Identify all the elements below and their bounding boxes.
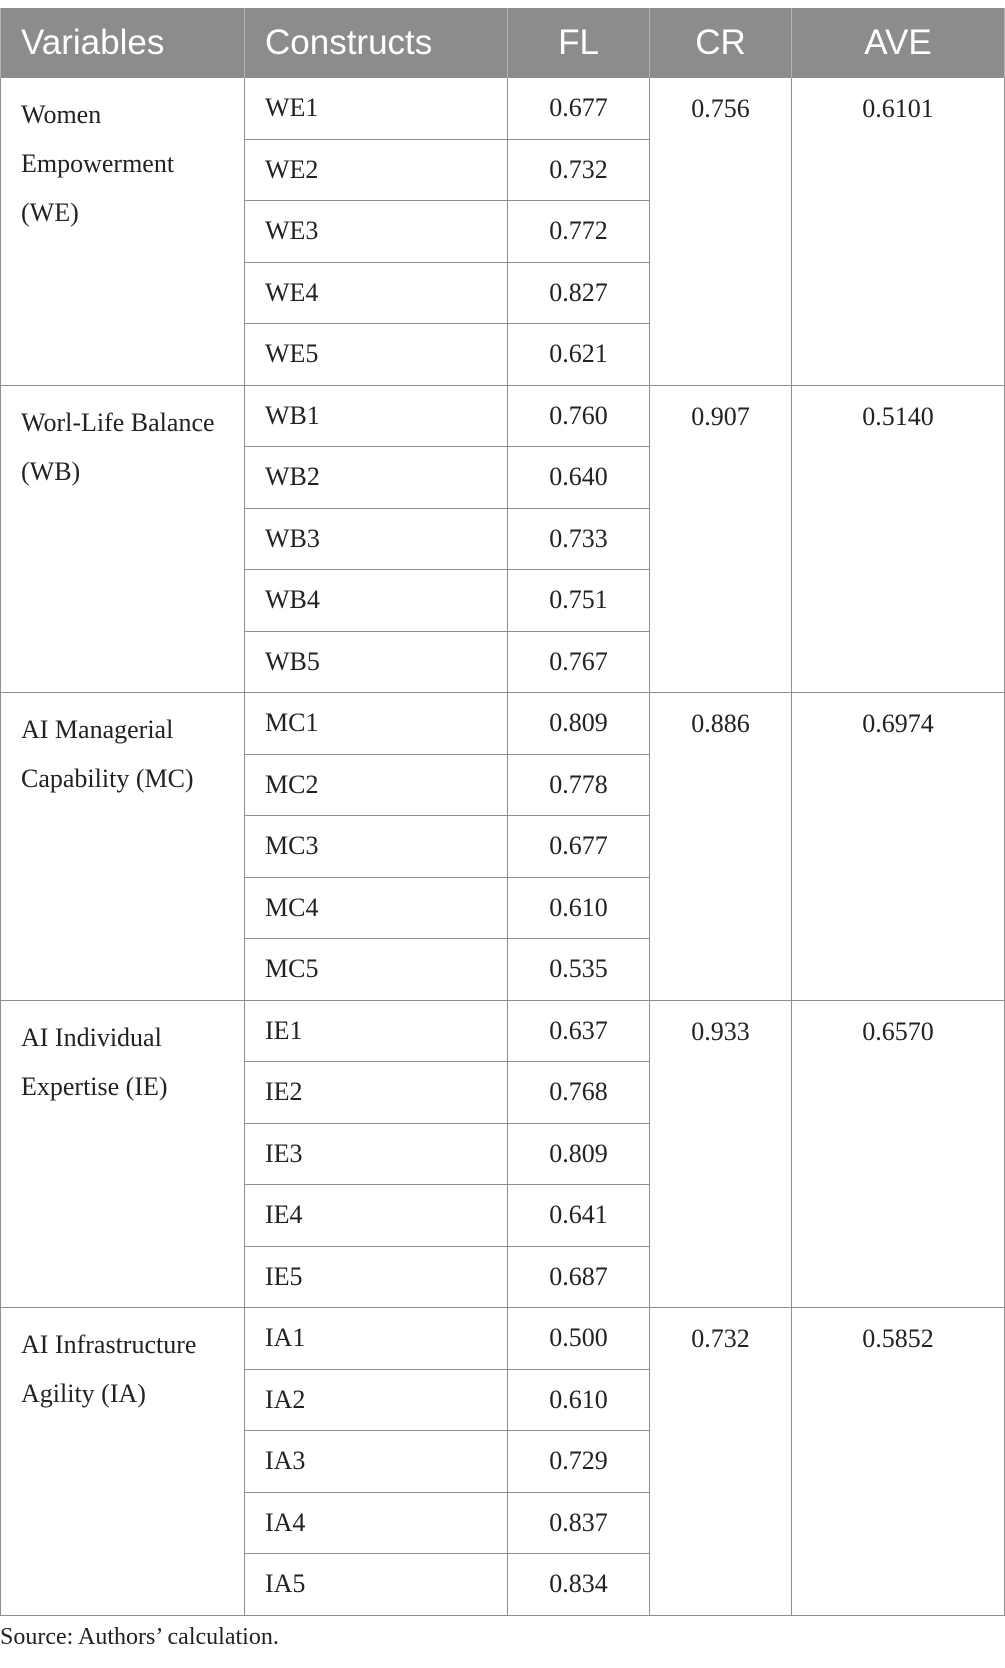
table-row: WB3 0.733 bbox=[1, 507, 1005, 570]
cr-cell: 0.907 bbox=[649, 384, 792, 693]
construct-cell: WB3 bbox=[244, 507, 508, 570]
construct-cell: MC2 bbox=[244, 753, 508, 816]
table-row: IA4 0.837 bbox=[1, 1491, 1005, 1554]
fl-cell: 0.772 bbox=[507, 200, 650, 263]
fl-cell: 0.677 bbox=[507, 77, 650, 140]
construct-cell: MC1 bbox=[244, 692, 508, 755]
header-variables: Variables bbox=[0, 8, 245, 78]
construct-cell: IE3 bbox=[244, 1122, 508, 1185]
header-cr: CR bbox=[649, 8, 792, 78]
fl-cell: 0.535 bbox=[507, 938, 650, 1001]
table-body: Women Empowerment (WE) WE1 0.677 0.756 0.610… bbox=[0, 77, 1005, 1616]
fl-cell: 0.621 bbox=[507, 323, 650, 386]
table-row: WE2 0.732 bbox=[1, 138, 1005, 201]
table-row: WB4 0.751 bbox=[1, 569, 1005, 632]
table-row: AI Individual Expertise (IE) IE1 0.637 0.93… bbox=[0, 999, 1005, 1308]
table-row: AI Managerial Capability (MC) MC1 0.809 0.8… bbox=[0, 692, 1005, 1001]
fl-cell: 0.809 bbox=[507, 692, 650, 755]
construct-cell: IE1 bbox=[244, 999, 508, 1062]
fl-cell: 0.732 bbox=[507, 138, 650, 201]
data-table: Variables Constructs FL CR AVE Women Emp… bbox=[0, 8, 1005, 1616]
table-row: IA3 0.729 bbox=[1, 1430, 1005, 1493]
table-row: IE3 0.809 bbox=[1, 1122, 1005, 1185]
construct-cell: IA4 bbox=[244, 1491, 508, 1554]
table-row: IA2 0.610 bbox=[1, 1368, 1005, 1431]
table-row: WB5 0.767 bbox=[1, 630, 1005, 693]
table-row: IE5 0.687 bbox=[1, 1245, 1005, 1308]
table-row: Worl-Life Balance (WB) WB1 0.760 0.907 0.514… bbox=[0, 384, 1005, 693]
variable-cell: AI Infrastructure Agility (IA) bbox=[0, 1307, 245, 1616]
fl-cell: 0.767 bbox=[507, 630, 650, 693]
variable-cell: Worl-Life Balance (WB) bbox=[0, 384, 245, 693]
fl-cell: 0.733 bbox=[507, 507, 650, 570]
variable-cell: AI Individual Expertise (IE) bbox=[0, 999, 245, 1308]
fl-cell: 0.610 bbox=[507, 876, 650, 939]
table-row: IE2 0.768 bbox=[1, 1061, 1005, 1124]
fl-cell: 0.837 bbox=[507, 1491, 650, 1554]
ave-cell: 0.6974 bbox=[791, 692, 1005, 1001]
construct-cell: IE4 bbox=[244, 1184, 508, 1247]
construct-cell: WE1 bbox=[244, 77, 508, 140]
table-row: Women Empowerment (WE) WE1 0.677 0.756 0.610… bbox=[0, 77, 1005, 386]
header-fl: FL bbox=[507, 8, 650, 78]
construct-cell: WE4 bbox=[244, 261, 508, 324]
construct-cell: MC3 bbox=[244, 815, 508, 878]
fl-cell: 0.729 bbox=[507, 1430, 650, 1493]
header-constructs: Constructs bbox=[244, 8, 508, 78]
variable-cell: Women Empowerment (WE) bbox=[0, 77, 245, 386]
construct-cell: WB5 bbox=[244, 630, 508, 693]
construct-cell: IA5 bbox=[244, 1553, 508, 1616]
construct-cell: WB1 bbox=[244, 384, 508, 447]
construct-cell: WB4 bbox=[244, 569, 508, 632]
table-row: WB2 0.640 bbox=[1, 446, 1005, 509]
construct-cell: IA3 bbox=[244, 1430, 508, 1493]
construct-cell: WE3 bbox=[244, 200, 508, 263]
construct-cell: IA1 bbox=[244, 1307, 508, 1370]
fl-cell: 0.834 bbox=[507, 1553, 650, 1616]
construct-cell: WE2 bbox=[244, 138, 508, 201]
table-row: MC2 0.778 bbox=[1, 753, 1005, 816]
construct-cell: MC4 bbox=[244, 876, 508, 939]
fl-cell: 0.500 bbox=[507, 1307, 650, 1370]
variable-cell: AI Managerial Capability (MC) bbox=[0, 692, 245, 1001]
fl-cell: 0.809 bbox=[507, 1122, 650, 1185]
construct-cell: MC5 bbox=[244, 938, 508, 1001]
fl-cell: 0.760 bbox=[507, 384, 650, 447]
construct-cell: IA2 bbox=[244, 1368, 508, 1431]
cr-cell: 0.732 bbox=[649, 1307, 792, 1616]
ave-cell: 0.5140 bbox=[791, 384, 1005, 693]
fl-cell: 0.610 bbox=[507, 1368, 650, 1431]
fl-cell: 0.677 bbox=[507, 815, 650, 878]
fl-cell: 0.641 bbox=[507, 1184, 650, 1247]
ave-cell: 0.5852 bbox=[791, 1307, 1005, 1616]
table-row: AI Infrastructure Agility (IA) IA1 0.500 0.… bbox=[0, 1307, 1005, 1616]
fl-cell: 0.751 bbox=[507, 569, 650, 632]
cr-cell: 0.886 bbox=[649, 692, 792, 1001]
fl-cell: 0.640 bbox=[507, 446, 650, 509]
construct-cell: IE5 bbox=[244, 1245, 508, 1308]
header-ave: AVE bbox=[791, 8, 1005, 78]
fl-cell: 0.778 bbox=[507, 753, 650, 816]
table-header-row: Variables Constructs FL CR AVE bbox=[0, 8, 1005, 78]
ave-cell: 0.6570 bbox=[791, 999, 1005, 1308]
table-row: IE4 0.641 bbox=[1, 1184, 1005, 1247]
cr-cell: 0.933 bbox=[649, 999, 792, 1308]
fl-cell: 0.827 bbox=[507, 261, 650, 324]
table-row: MC4 0.610 bbox=[1, 876, 1005, 939]
construct-cell: WE5 bbox=[244, 323, 508, 386]
fl-cell: 0.637 bbox=[507, 999, 650, 1062]
construct-cell: WB2 bbox=[244, 446, 508, 509]
table-row: MC5 0.535 bbox=[1, 938, 1005, 1001]
table-row: IA5 0.834 bbox=[1, 1553, 1005, 1616]
fl-cell: 0.687 bbox=[507, 1245, 650, 1308]
cr-cell: 0.756 bbox=[649, 77, 792, 386]
source-note: Source: Authors’ calculation. bbox=[0, 1624, 279, 1650]
fl-cell: 0.768 bbox=[507, 1061, 650, 1124]
ave-cell: 0.6101 bbox=[791, 77, 1005, 386]
table-row: MC3 0.677 bbox=[1, 815, 1005, 878]
construct-cell: IE2 bbox=[244, 1061, 508, 1124]
